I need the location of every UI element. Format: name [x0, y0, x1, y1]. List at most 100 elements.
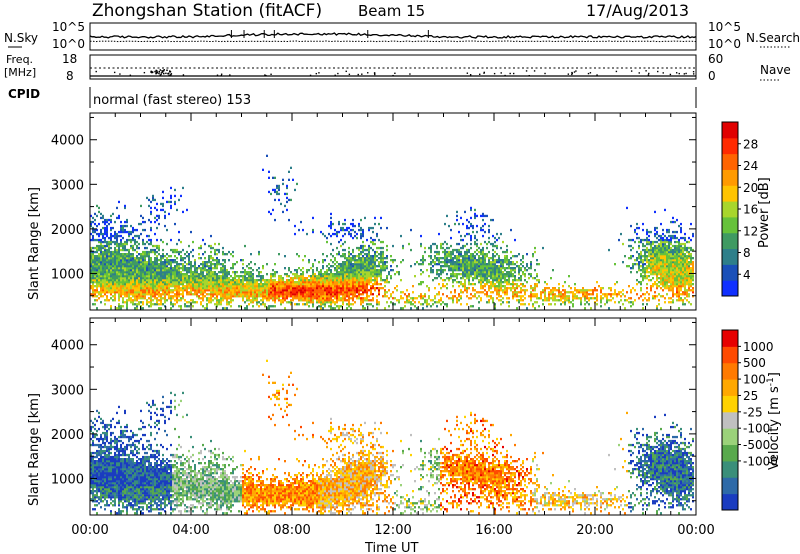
power-cell [390, 293, 392, 296]
power-cell [530, 267, 532, 270]
power-cell [540, 293, 542, 296]
power-cell [168, 281, 170, 284]
power-cell [424, 250, 426, 254]
power-cell [274, 281, 276, 284]
power-cell [324, 277, 326, 280]
power-cell [458, 281, 460, 284]
power-cell [348, 271, 350, 274]
power-cell [630, 257, 632, 260]
power-cell [142, 289, 144, 292]
power-cell [316, 299, 318, 302]
power-cell [348, 275, 350, 278]
power-cell [92, 216, 94, 220]
freq-dot [525, 70, 528, 72]
power-cell [278, 299, 280, 302]
power-cell [124, 248, 126, 252]
power-cell [614, 291, 616, 294]
power-cell [180, 297, 182, 300]
power-cell [438, 259, 440, 262]
power-cell [318, 261, 320, 264]
power-cell [202, 253, 204, 256]
power-cell [370, 299, 372, 302]
power-cell [410, 228, 412, 232]
power-cell [428, 246, 430, 250]
power-cell [268, 190, 270, 194]
power-cell [252, 301, 254, 304]
power-cell [494, 255, 496, 258]
power-cell [166, 281, 168, 284]
power-cell [344, 273, 346, 276]
power-cell [508, 275, 510, 278]
power-cell [210, 275, 212, 278]
power-cell [116, 261, 118, 264]
power-cell [290, 198, 292, 202]
power-cell [246, 271, 248, 274]
power-cell [126, 242, 128, 246]
power-cell [142, 263, 144, 266]
power-cell [452, 295, 454, 298]
freq-dot [533, 70, 536, 72]
power-cell [308, 279, 310, 282]
power-cell [168, 285, 170, 288]
power-cell [474, 295, 476, 298]
power-cell [298, 297, 300, 300]
power-cell [116, 232, 118, 236]
power-cell [522, 257, 524, 260]
power-cell [308, 269, 310, 272]
power-cell [122, 265, 124, 268]
power-cell [436, 259, 438, 262]
power-cell [104, 303, 106, 306]
power-cell [142, 287, 144, 290]
power-cell [364, 281, 366, 284]
power-cell [208, 265, 210, 268]
power-cell [268, 281, 270, 284]
power-cell [500, 285, 502, 288]
power-cell [596, 295, 598, 298]
power-cell [256, 281, 258, 284]
power-cell [400, 307, 402, 310]
power-cell [206, 283, 208, 286]
power-cell [132, 293, 134, 296]
power-cell [190, 273, 192, 276]
power-cell [156, 303, 158, 306]
power-cell [220, 301, 222, 304]
power-cell [470, 265, 472, 268]
power-cell [498, 281, 500, 284]
power-cell [222, 267, 224, 270]
power-cell [98, 273, 100, 276]
power-cell [450, 261, 452, 264]
power-cell [294, 291, 296, 294]
power-cell [502, 250, 504, 254]
power-cell [128, 271, 130, 274]
power-cell [284, 299, 286, 302]
power-cell [456, 299, 458, 302]
power-cell [500, 279, 502, 282]
power-cell [378, 271, 380, 274]
power-cell [308, 285, 310, 288]
power-cell [142, 269, 144, 272]
power-cell [94, 303, 96, 306]
power-cell [364, 253, 366, 256]
power-cell [206, 277, 208, 280]
power-cell [522, 283, 524, 286]
power-cell [186, 289, 188, 292]
power-cell [162, 269, 164, 272]
power-cell [210, 299, 212, 302]
power-cell [284, 287, 286, 290]
power-cell [278, 184, 280, 188]
power-cell [462, 244, 464, 248]
power-cell [150, 210, 152, 214]
power-cell [190, 263, 192, 266]
power-cell [478, 263, 480, 266]
power-cell [224, 269, 226, 272]
power-cell [202, 305, 204, 308]
power-cell [136, 267, 138, 270]
power-cell [122, 281, 124, 284]
power-cell [128, 295, 130, 298]
power-cell [102, 255, 104, 258]
power-cell [162, 289, 164, 292]
power-cell [460, 269, 462, 272]
power-cell [208, 293, 210, 296]
power-cell [222, 269, 224, 272]
power-cell [324, 285, 326, 288]
